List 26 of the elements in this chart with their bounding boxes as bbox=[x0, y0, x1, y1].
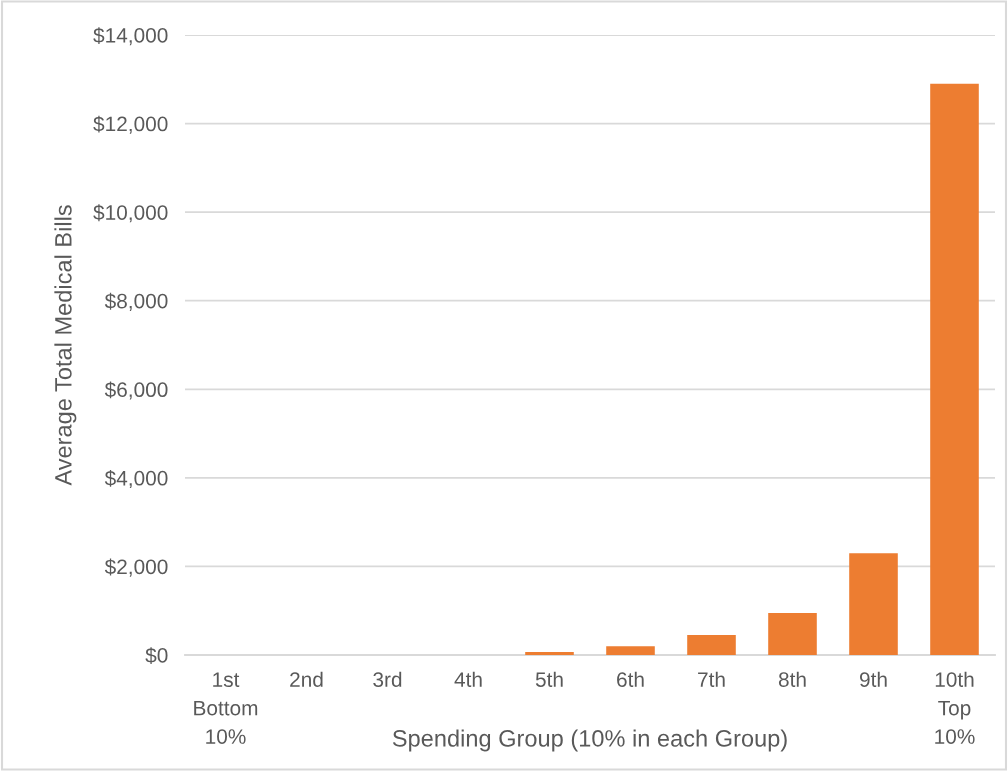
x-tick-label: 3rd bbox=[373, 671, 402, 687]
bar bbox=[687, 635, 736, 655]
bar bbox=[849, 553, 898, 655]
x-tick-label: 5th bbox=[535, 671, 563, 687]
x-tick-label: 6th bbox=[617, 671, 644, 687]
y-tick-label: $10,000 bbox=[93, 204, 168, 223]
y-tick-label: $0 bbox=[145, 647, 168, 664]
x-tick-label: 2nd bbox=[290, 671, 323, 687]
bar bbox=[606, 646, 655, 655]
x-tick-label: 7th bbox=[698, 671, 725, 687]
bar bbox=[525, 651, 574, 655]
bar bbox=[768, 612, 817, 655]
y-tick-label: $2,000 bbox=[104, 558, 168, 577]
y-axis-title: Average Total Medical Bills bbox=[54, 205, 77, 486]
x-tick-label: 9th bbox=[860, 671, 887, 687]
y-tick-label: $12,000 bbox=[93, 115, 168, 134]
y-tick-label: $8,000 bbox=[104, 292, 168, 311]
x-axis-title: Spending Group (10% in each Group) bbox=[392, 729, 787, 752]
y-tick-label: $6,000 bbox=[104, 381, 168, 400]
x-tick-label: 1st Bottom 10% bbox=[194, 672, 258, 744]
x-tick-label: 4th bbox=[454, 671, 482, 687]
x-tick-label: 10th Top 10% bbox=[935, 671, 975, 744]
y-tick-label: $4,000 bbox=[104, 469, 168, 489]
x-tick-label: 8th bbox=[778, 671, 806, 687]
bar bbox=[930, 83, 979, 655]
y-tick-label: $14,000 bbox=[93, 27, 168, 46]
